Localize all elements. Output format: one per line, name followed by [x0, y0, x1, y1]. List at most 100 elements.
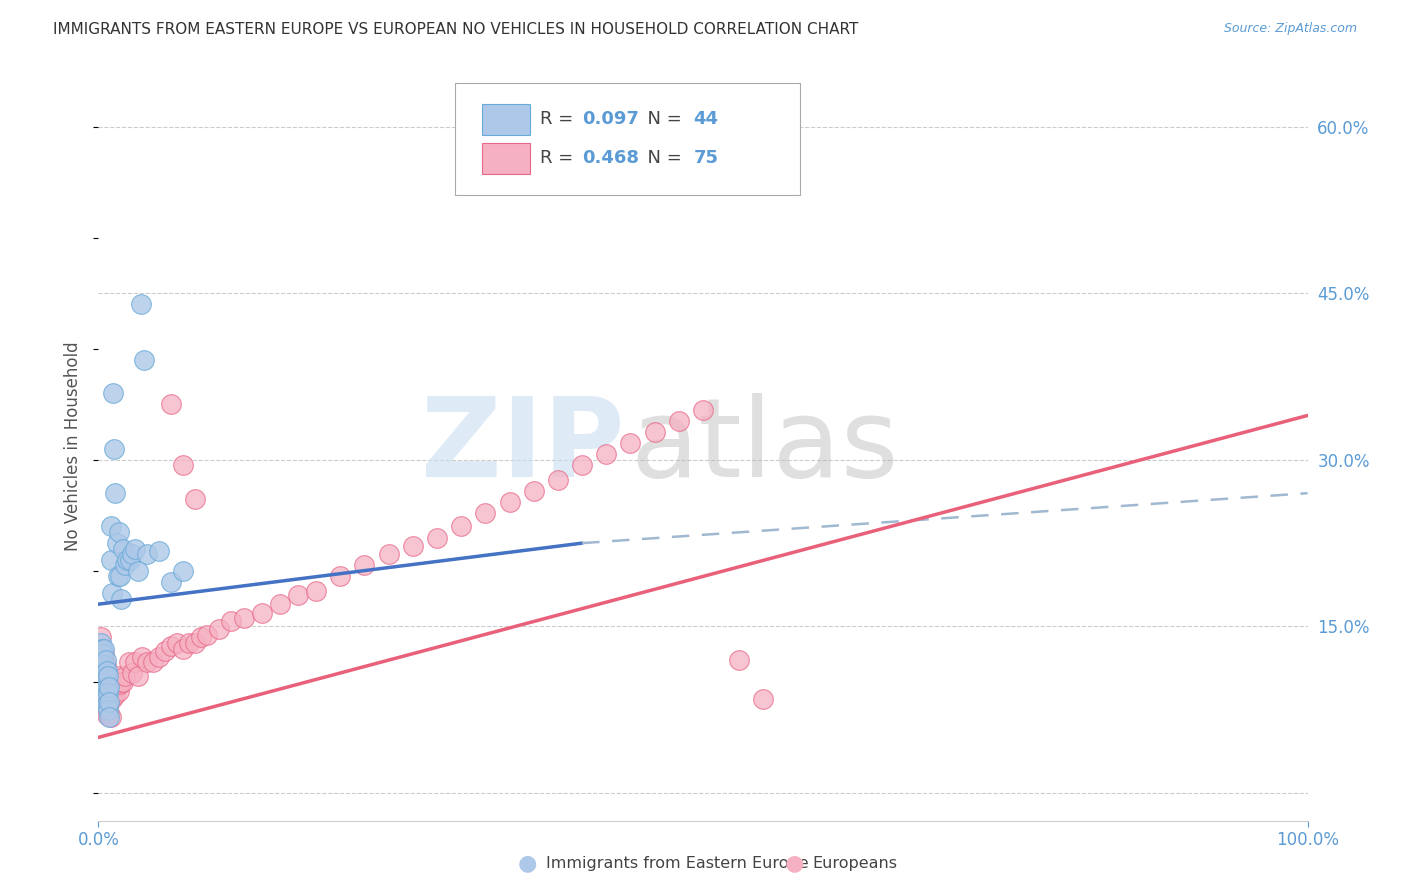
- Point: [547, 473, 569, 487]
- Text: Immigrants from Eastern Europe: Immigrants from Eastern Europe: [546, 856, 808, 871]
- Point: [100, 683, 122, 698]
- Point: [98, 681, 121, 695]
- Point: [114, 669, 136, 683]
- Point: [100, 691, 122, 706]
- Point: [91, 641, 114, 656]
- Point: [93, 664, 115, 678]
- Point: [377, 547, 399, 561]
- Point: [131, 650, 153, 665]
- Point: [94, 691, 117, 706]
- Point: [100, 586, 122, 600]
- Point: [250, 606, 273, 620]
- Point: [208, 622, 231, 636]
- Point: [101, 386, 124, 401]
- Point: [644, 425, 666, 439]
- Point: [619, 436, 641, 450]
- Point: [105, 536, 128, 550]
- Point: [100, 553, 122, 567]
- Point: [107, 569, 129, 583]
- Point: [474, 506, 496, 520]
- Point: [728, 653, 751, 667]
- Point: [103, 681, 125, 695]
- Point: [498, 495, 520, 509]
- Point: [450, 519, 472, 533]
- Text: ZIP: ZIP: [420, 392, 624, 500]
- Point: [97, 674, 120, 689]
- Y-axis label: No Vehicles in Household: No Vehicles in Household: [65, 341, 83, 551]
- Point: [91, 669, 114, 683]
- Point: [90, 636, 112, 650]
- Point: [91, 674, 114, 689]
- Point: [97, 686, 120, 700]
- Text: Europeans: Europeans: [813, 856, 897, 871]
- Point: [160, 397, 183, 411]
- Point: [595, 447, 617, 461]
- Point: [148, 650, 170, 665]
- Point: [98, 695, 121, 709]
- Point: [329, 569, 352, 583]
- Point: [153, 644, 176, 658]
- Point: [96, 669, 118, 683]
- Point: [668, 414, 690, 428]
- Point: [571, 458, 593, 473]
- FancyBboxPatch shape: [456, 83, 800, 195]
- Point: [97, 669, 120, 683]
- Point: [111, 674, 134, 689]
- Point: [172, 564, 194, 578]
- Point: [100, 710, 122, 724]
- FancyBboxPatch shape: [482, 103, 530, 135]
- Point: [127, 564, 149, 578]
- Point: [190, 631, 212, 645]
- Point: [111, 541, 134, 556]
- Point: [104, 688, 127, 702]
- Point: [96, 664, 118, 678]
- Point: [100, 519, 122, 533]
- Point: [105, 674, 128, 689]
- Point: [426, 531, 449, 545]
- Text: R =: R =: [540, 149, 579, 168]
- Point: [96, 697, 118, 711]
- Point: [96, 708, 118, 723]
- Text: ●: ●: [517, 854, 537, 873]
- Point: [98, 686, 121, 700]
- Point: [129, 297, 152, 311]
- Point: [108, 683, 131, 698]
- Text: 75: 75: [693, 149, 718, 168]
- Point: [110, 591, 132, 606]
- Point: [172, 458, 194, 473]
- Point: [91, 641, 114, 656]
- Text: 0.097: 0.097: [582, 111, 638, 128]
- Text: IMMIGRANTS FROM EASTERN EUROPE VS EUROPEAN NO VEHICLES IN HOUSEHOLD CORRELATION : IMMIGRANTS FROM EASTERN EUROPE VS EUROPE…: [53, 22, 859, 37]
- Point: [97, 695, 120, 709]
- Point: [93, 658, 115, 673]
- Text: Source: ZipAtlas.com: Source: ZipAtlas.com: [1223, 22, 1357, 36]
- Point: [160, 574, 183, 589]
- Point: [135, 547, 157, 561]
- Point: [94, 669, 117, 683]
- Point: [94, 681, 117, 695]
- Point: [134, 353, 156, 368]
- Point: [523, 483, 546, 498]
- Point: [121, 547, 143, 561]
- Point: [142, 655, 165, 669]
- Point: [184, 491, 207, 506]
- Point: [97, 703, 120, 717]
- Point: [752, 691, 775, 706]
- Point: [93, 641, 115, 656]
- Point: [91, 647, 114, 661]
- Point: [121, 665, 143, 680]
- Point: [91, 647, 114, 661]
- Point: [93, 681, 115, 695]
- Point: [124, 541, 146, 556]
- Point: [117, 553, 139, 567]
- Point: [160, 640, 183, 654]
- Point: [305, 583, 328, 598]
- Text: 0.468: 0.468: [582, 149, 640, 168]
- Text: ●: ●: [785, 854, 804, 873]
- Point: [90, 631, 112, 645]
- Point: [114, 558, 136, 573]
- Point: [195, 628, 218, 642]
- Point: [93, 647, 115, 661]
- Point: [135, 655, 157, 669]
- Point: [148, 544, 170, 558]
